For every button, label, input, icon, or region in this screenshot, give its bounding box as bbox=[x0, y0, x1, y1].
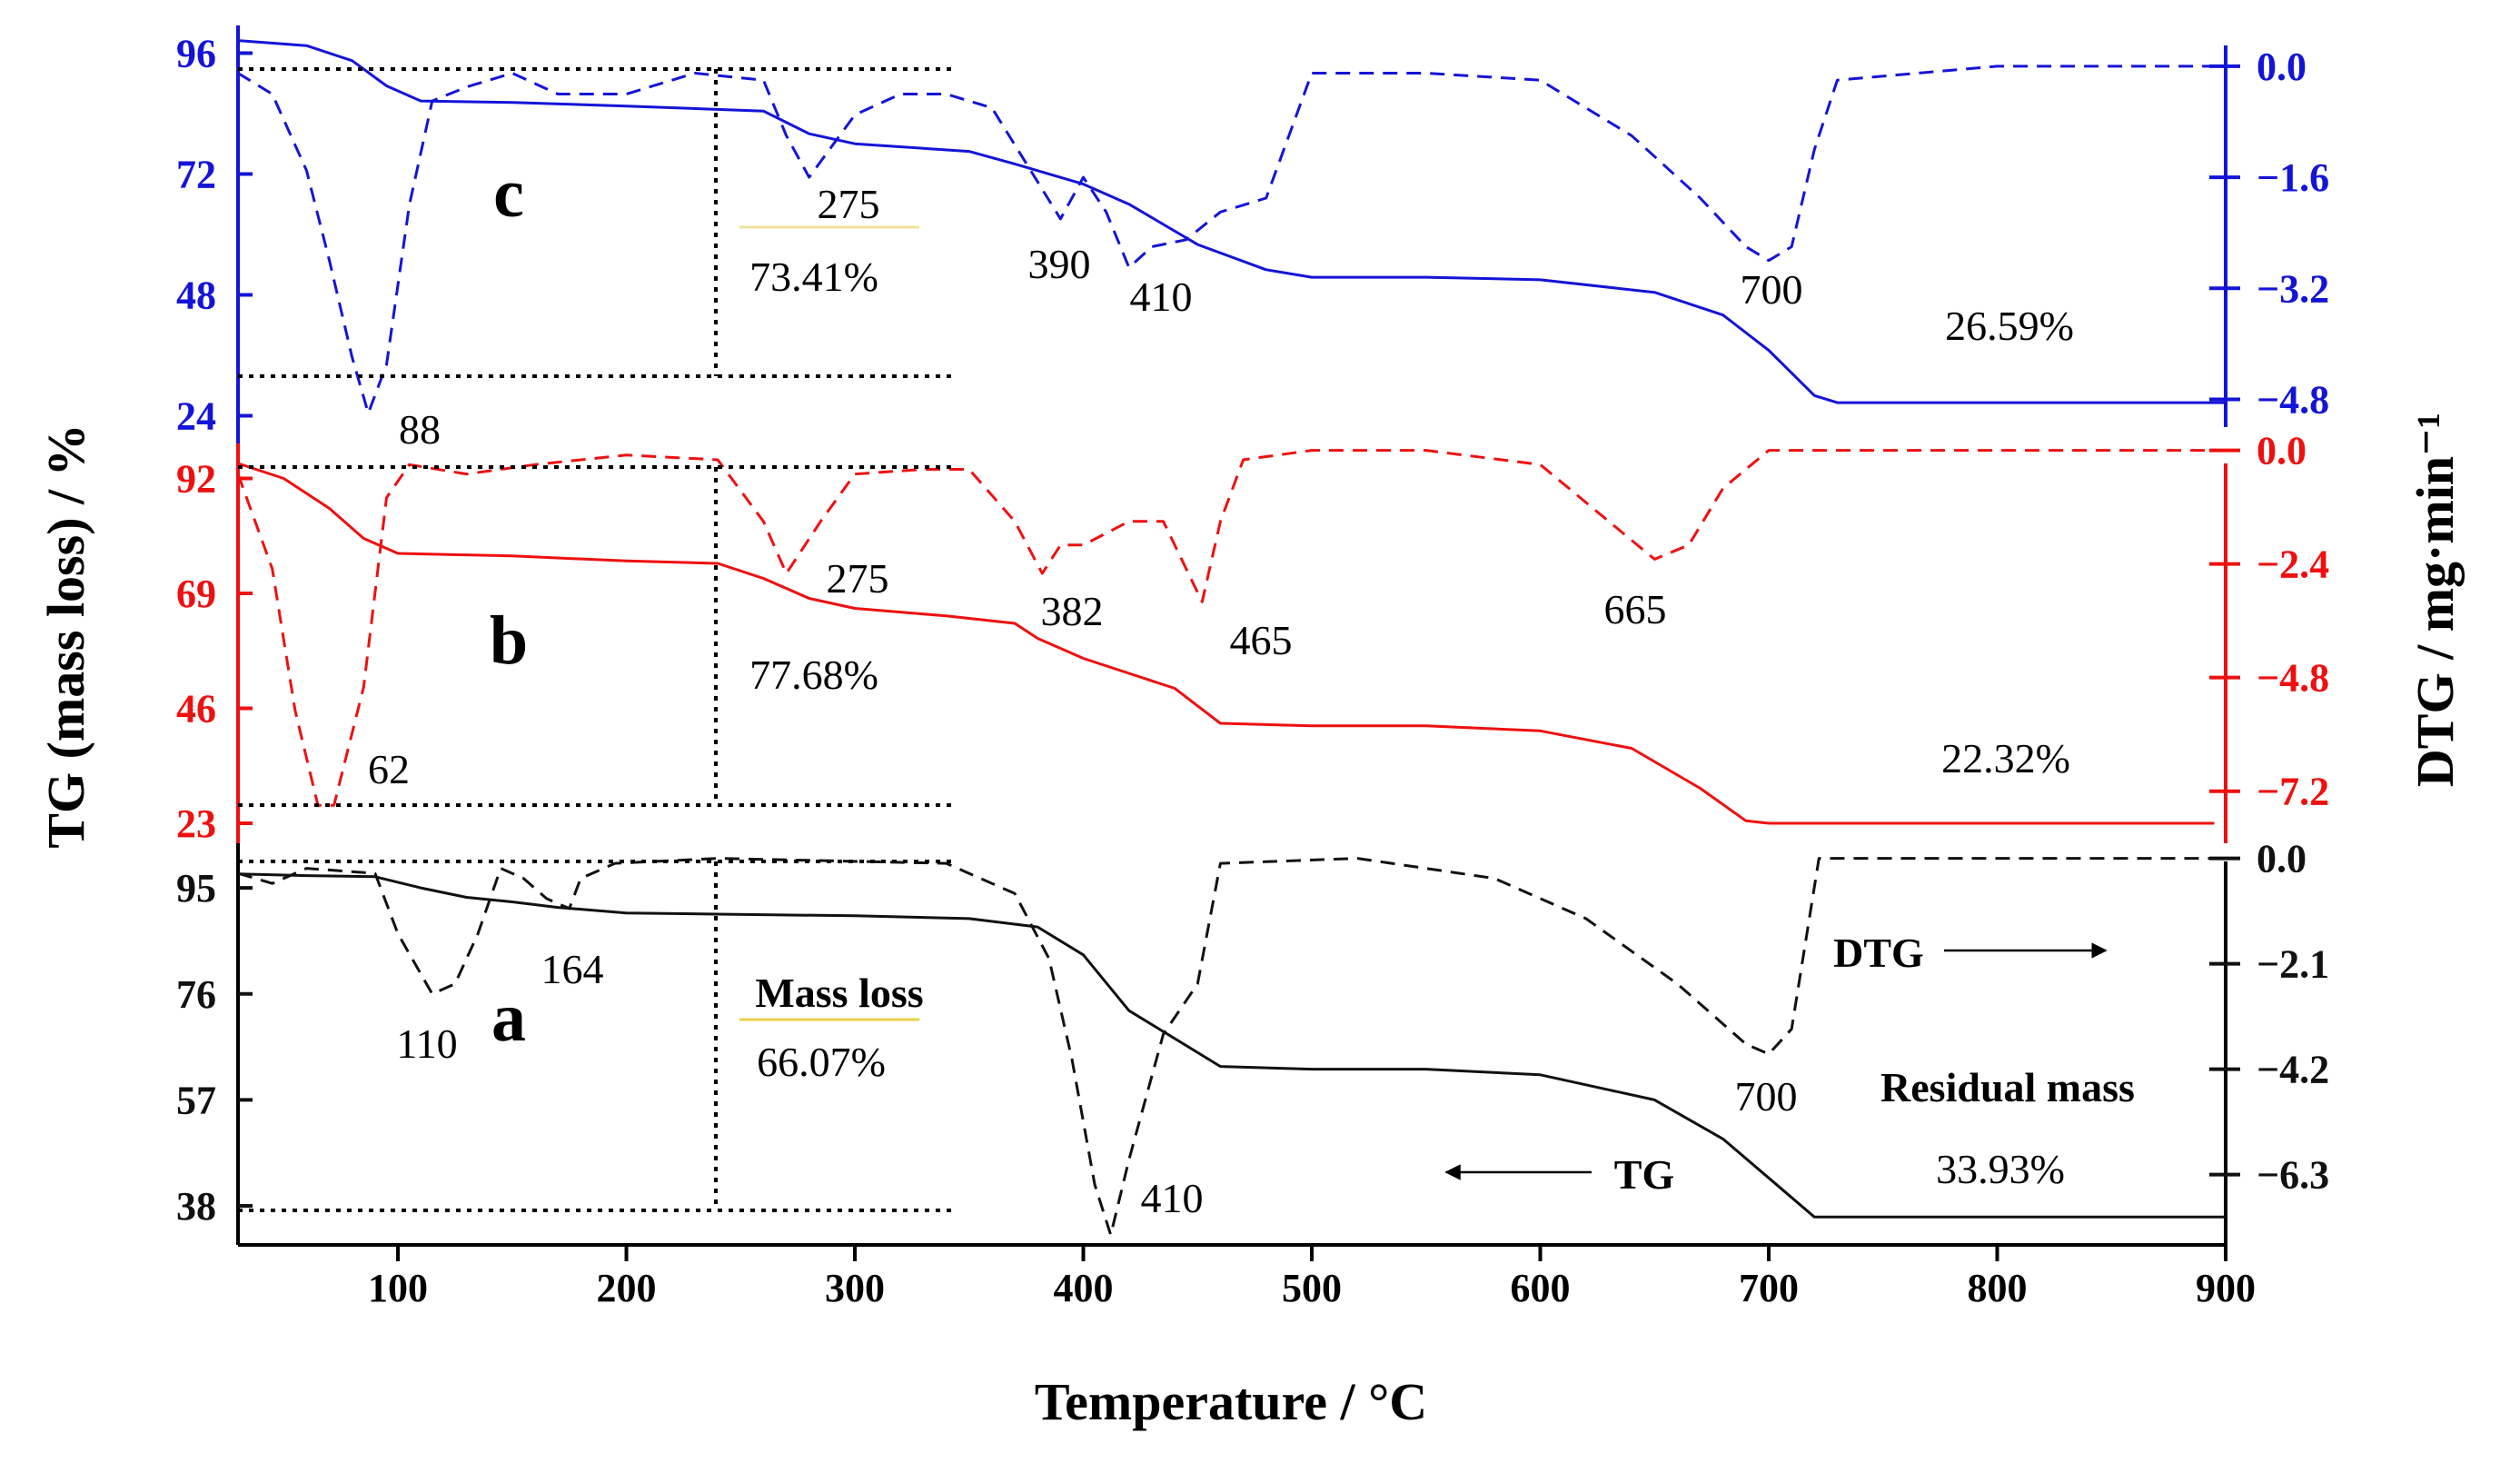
mass-loss-value-c: 73.41% bbox=[749, 254, 878, 300]
x-tick-label: 400 bbox=[1054, 1266, 1114, 1310]
tg-tick-label: 92 bbox=[176, 457, 216, 502]
tg-tick-label: 76 bbox=[176, 972, 216, 1017]
tg-arrow-label: TG bbox=[1614, 1151, 1674, 1198]
dtg-tick-label: 0.0 bbox=[2257, 429, 2307, 473]
dtg-curve-a bbox=[237, 857, 2226, 1237]
x-tick-label: 900 bbox=[2196, 1266, 2256, 1310]
dtg-tick-label: −2.4 bbox=[2257, 542, 2329, 587]
dtg-tick-label: −7.2 bbox=[2257, 770, 2329, 814]
tg-curve-b bbox=[237, 462, 2215, 825]
x-tick-label: 600 bbox=[1511, 1266, 1571, 1310]
panel-c: 96 72 48 24 0.0 −1.6 −3.2 −4.8 bbox=[176, 31, 2329, 438]
residual-value-b: 22.32% bbox=[1941, 735, 2070, 781]
peak-label: 62 bbox=[368, 746, 410, 792]
residual-value-c: 26.59% bbox=[1945, 303, 2074, 349]
x-axis-title: Temperature / °C bbox=[1035, 1372, 1427, 1431]
tg-tick-label: 69 bbox=[176, 572, 216, 616]
tg-tick-label: 46 bbox=[176, 687, 216, 732]
dtg-tick-label: −6.3 bbox=[2257, 1153, 2329, 1198]
tg-tick-label: 95 bbox=[176, 866, 216, 911]
peak-label: 275 bbox=[818, 181, 880, 227]
dtg-tick-label: −3.2 bbox=[2257, 266, 2329, 311]
peak-label: 110 bbox=[396, 1020, 457, 1067]
tg-tick-label: 57 bbox=[176, 1078, 216, 1122]
peak-label: 410 bbox=[1130, 274, 1193, 320]
panel-label-b: b bbox=[490, 602, 528, 679]
dtg-arrow-label: DTG bbox=[1833, 930, 1924, 976]
peak-labels-c: 88 275 390 410 700 bbox=[399, 181, 1803, 453]
peak-label: 700 bbox=[1741, 266, 1803, 313]
tg-curve-c bbox=[237, 39, 2226, 404]
peak-label: 164 bbox=[541, 946, 604, 992]
x-tick-label: 100 bbox=[368, 1266, 428, 1310]
tg-tick-label: 23 bbox=[176, 801, 216, 846]
panel-a: 95 76 57 38 0.0 −2.1 −4.2 −6.3 bbox=[176, 837, 2329, 1237]
mass-loss-title: Mass loss bbox=[755, 970, 923, 1016]
dtg-tick-label: −4.8 bbox=[2257, 656, 2329, 701]
peak-label: 465 bbox=[1230, 617, 1293, 663]
peak-label: 410 bbox=[1141, 1175, 1204, 1221]
x-tick-label: 200 bbox=[597, 1266, 657, 1310]
dtg-curve-b bbox=[236, 449, 2215, 807]
dotted-guides bbox=[238, 67, 956, 1212]
tg-tick-label: 72 bbox=[176, 152, 216, 196]
dtg-curve-c bbox=[237, 65, 2226, 415]
dtg-tick-label: 0.0 bbox=[2257, 837, 2307, 881]
y-axis-right-title: DTG / mg·min⁻¹ bbox=[2406, 413, 2465, 787]
panel-b: 92 69 46 23 0.0 −2.4 −4.8 −7.2 bbox=[176, 429, 2329, 846]
dtg-tick-label: −4.2 bbox=[2257, 1048, 2329, 1092]
dtg-tick-label: −2.1 bbox=[2257, 942, 2329, 987]
x-tick-label: 300 bbox=[825, 1266, 885, 1310]
panel-label-c: c bbox=[493, 155, 524, 232]
peak-labels-b: 62 275 382 465 665 bbox=[368, 555, 1667, 792]
peak-label: 382 bbox=[1041, 588, 1104, 634]
residual-value-a: 33.93% bbox=[1936, 1146, 2065, 1192]
tg-tick-label: 38 bbox=[176, 1184, 216, 1229]
peak-labels-a: 110 164 410 700 bbox=[396, 946, 1797, 1221]
peak-label: 700 bbox=[1735, 1073, 1798, 1120]
x-tick-label: 500 bbox=[1282, 1266, 1342, 1310]
x-tick-label: 800 bbox=[1968, 1266, 2028, 1310]
x-axis-ticks: 100 200 300 400 500 600 700 800 900 bbox=[368, 1245, 2256, 1310]
peak-label: 275 bbox=[827, 555, 889, 602]
mass-loss-value-b: 77.68% bbox=[749, 652, 878, 698]
peak-label: 88 bbox=[399, 406, 441, 453]
dtg-tick-label: 0.0 bbox=[2257, 45, 2307, 89]
peak-label: 390 bbox=[1028, 241, 1091, 287]
x-tick-label: 700 bbox=[1739, 1266, 1799, 1310]
dtg-tick-label: −1.6 bbox=[2257, 155, 2329, 200]
residual-title: Residual mass bbox=[1880, 1064, 2135, 1110]
tg-tick-label: 48 bbox=[176, 274, 216, 318]
tg-curve-a bbox=[237, 872, 2226, 1219]
tg-tick-label: 96 bbox=[176, 31, 216, 75]
y-axis-left-title: TG (mass loss) / % bbox=[36, 423, 95, 848]
panel-label-a: a bbox=[491, 980, 526, 1056]
dtg-tick-label: −4.8 bbox=[2257, 377, 2329, 422]
mass-loss-value-a: 66.07% bbox=[757, 1039, 886, 1085]
tg-tick-label: 24 bbox=[176, 394, 216, 439]
peak-label: 665 bbox=[1604, 586, 1667, 632]
